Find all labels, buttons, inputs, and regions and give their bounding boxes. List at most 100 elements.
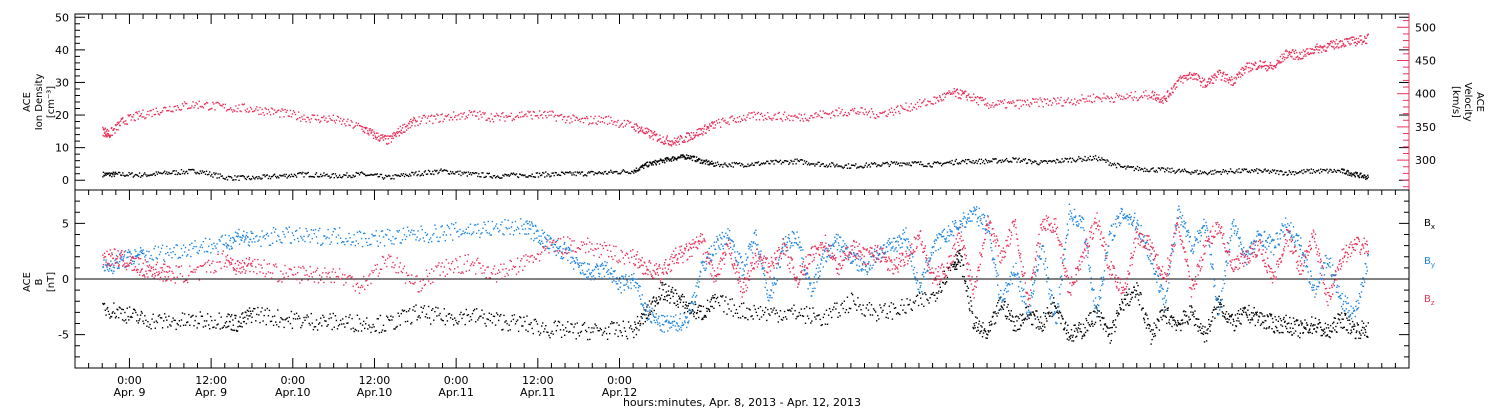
velocity-point	[551, 110, 553, 112]
velocity-point	[1323, 49, 1325, 51]
velocity-point	[159, 112, 162, 114]
density-point	[873, 162, 876, 164]
density-point	[215, 172, 217, 174]
b-x-point	[696, 312, 698, 314]
velocity-point	[865, 111, 867, 113]
b-x-point	[205, 320, 208, 322]
velocity-point	[271, 108, 274, 110]
velocity-point	[883, 111, 885, 114]
density-point	[495, 176, 498, 178]
density-point	[670, 158, 672, 160]
b-y-point	[104, 269, 106, 272]
density-point	[208, 173, 210, 175]
velocity-point	[725, 121, 727, 124]
b-x-point	[357, 330, 360, 332]
density-point	[820, 163, 822, 166]
density-point	[235, 179, 237, 181]
density-point	[212, 176, 214, 178]
density-point	[353, 176, 355, 178]
b-x-point	[1143, 317, 1145, 319]
b-y-point	[233, 237, 235, 239]
b-x-point	[682, 301, 685, 303]
velocity-point	[1079, 99, 1081, 101]
b-x-point	[1086, 319, 1088, 322]
b-x-point	[182, 324, 185, 326]
b-x-point	[1320, 334, 1322, 337]
velocity-point	[605, 116, 608, 118]
density-point	[547, 173, 549, 175]
b-x-point	[769, 314, 771, 316]
b-x-point	[1079, 328, 1081, 330]
density-point	[534, 176, 537, 178]
velocity-point	[1353, 36, 1355, 38]
velocity-point	[816, 115, 818, 118]
b-x-point	[987, 330, 989, 332]
velocity-point	[1133, 96, 1135, 98]
velocity-point	[1172, 86, 1175, 88]
b-x-point	[1358, 337, 1360, 339]
velocity-point	[1321, 51, 1323, 53]
b-x-point	[1240, 323, 1242, 325]
velocity-point	[1231, 76, 1233, 78]
density-point	[398, 175, 400, 177]
density-point	[250, 178, 253, 180]
velocity-point	[1341, 40, 1343, 42]
velocity-point	[1078, 102, 1080, 104]
density-point	[1087, 157, 1089, 159]
b-x-point	[714, 293, 716, 296]
density-point	[521, 174, 523, 177]
velocity-point	[367, 132, 370, 134]
velocity-point	[903, 108, 905, 110]
b-x-point	[1211, 320, 1213, 322]
b-x-point	[992, 315, 994, 318]
velocity-point	[1158, 94, 1160, 96]
b-x-point	[713, 297, 716, 299]
density-point	[287, 175, 289, 178]
density-point	[1116, 162, 1119, 165]
b-x-point	[1362, 322, 1365, 324]
density-point	[508, 175, 510, 177]
density-point	[1243, 168, 1245, 170]
velocity-point	[153, 113, 155, 116]
b-x-point	[431, 309, 433, 311]
velocity-point	[264, 107, 266, 109]
b-x-point	[1078, 324, 1080, 326]
density-point	[572, 172, 574, 174]
velocity-point	[758, 119, 761, 121]
b-x-point	[1012, 329, 1015, 331]
b-x-point	[1272, 321, 1274, 323]
b-x-point	[1140, 309, 1143, 311]
b-x-point	[259, 321, 261, 324]
velocity-point	[1289, 53, 1291, 56]
density-point	[808, 162, 810, 164]
velocity-point	[909, 110, 911, 112]
velocity-point	[1051, 102, 1054, 104]
b-y-point	[143, 252, 145, 255]
density-point	[392, 174, 394, 177]
b-x-point	[821, 324, 823, 326]
b-x-point	[1273, 332, 1276, 334]
b-y-point	[234, 240, 236, 242]
density-point	[734, 162, 737, 165]
b-x-point	[1078, 322, 1080, 324]
density-point	[1356, 172, 1358, 174]
b-y-point	[155, 257, 157, 259]
velocity-point	[1143, 91, 1145, 93]
density-point	[1135, 168, 1138, 170]
b-x-point	[1289, 327, 1291, 329]
b-x-point	[465, 308, 467, 311]
density-point	[951, 159, 953, 162]
density-point	[1245, 168, 1248, 170]
b-x-point	[436, 315, 438, 317]
velocity-point	[805, 119, 808, 121]
density-point	[1361, 175, 1364, 177]
b-x-point	[1004, 300, 1006, 303]
density-point	[864, 164, 866, 167]
velocity-point	[1209, 82, 1211, 84]
density-point	[682, 154, 684, 156]
velocity-point	[803, 113, 806, 116]
b-x-point	[1260, 323, 1263, 325]
b-x-point	[462, 314, 464, 316]
velocity-point	[838, 107, 840, 109]
density-point	[454, 173, 456, 175]
